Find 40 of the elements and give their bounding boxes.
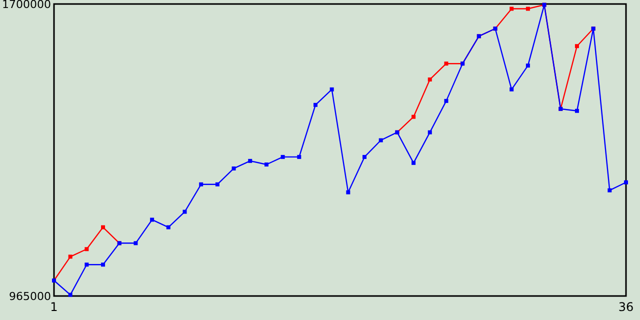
point [510, 6, 514, 11]
point [378, 138, 383, 142]
point [412, 160, 416, 165]
point [526, 6, 530, 11]
point [313, 102, 318, 107]
point [510, 87, 514, 92]
point [428, 130, 432, 134]
point [428, 77, 432, 82]
point [134, 241, 138, 246]
y-tick-label: 965000 [9, 290, 51, 303]
point [412, 114, 416, 119]
point [444, 98, 448, 103]
point [68, 292, 72, 297]
point [608, 188, 612, 192]
point [444, 62, 448, 66]
x-tick-label: 1 [50, 300, 58, 314]
point [182, 210, 187, 214]
point [101, 225, 106, 230]
point [624, 180, 628, 184]
point [330, 87, 334, 92]
point [248, 158, 252, 163]
point [68, 254, 72, 259]
point [232, 166, 236, 170]
y-tick-label: 1700000 [2, 0, 51, 11]
point [101, 262, 106, 267]
point [84, 262, 89, 267]
point [526, 64, 530, 68]
point [166, 225, 170, 230]
point [215, 182, 220, 186]
point [574, 44, 579, 48]
point [280, 154, 285, 159]
point [574, 108, 579, 113]
point [297, 154, 302, 159]
point [150, 218, 154, 222]
point [199, 182, 204, 186]
point [346, 190, 350, 194]
point [84, 247, 89, 252]
x-tick-label: 36 [618, 300, 634, 314]
point [264, 162, 268, 166]
point [362, 154, 367, 159]
